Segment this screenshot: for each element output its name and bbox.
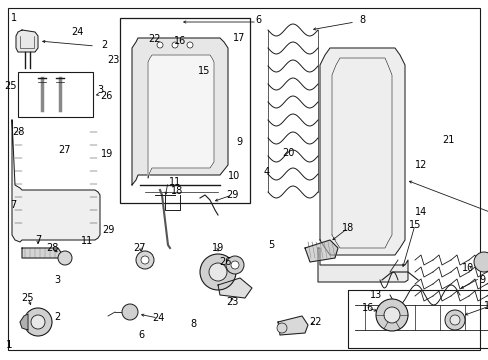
Text: 8: 8 (358, 15, 365, 25)
Polygon shape (317, 248, 407, 282)
Text: 20: 20 (282, 148, 294, 158)
Polygon shape (278, 316, 307, 335)
Text: 6: 6 (139, 330, 144, 340)
Bar (18, 72, 93, 117)
Circle shape (208, 263, 226, 281)
Text: 29: 29 (225, 190, 238, 200)
Circle shape (136, 251, 154, 269)
Text: 15: 15 (198, 66, 210, 76)
Polygon shape (148, 55, 214, 178)
Text: 26: 26 (100, 91, 113, 102)
Text: 11: 11 (81, 236, 93, 246)
Circle shape (24, 308, 52, 336)
Text: 19: 19 (211, 243, 224, 253)
Text: 2: 2 (55, 312, 61, 322)
Bar (347, 290, 488, 348)
Circle shape (230, 261, 239, 269)
Text: 28: 28 (46, 243, 58, 253)
Polygon shape (22, 248, 62, 258)
Circle shape (172, 42, 178, 48)
Circle shape (200, 254, 236, 290)
Text: 9: 9 (236, 137, 242, 147)
Text: 17: 17 (483, 301, 488, 311)
Text: 11: 11 (168, 177, 181, 187)
Circle shape (225, 256, 244, 274)
Polygon shape (218, 278, 251, 298)
Text: 10: 10 (227, 171, 240, 181)
Text: 5: 5 (268, 240, 274, 250)
Circle shape (31, 315, 45, 329)
Circle shape (186, 42, 193, 48)
Text: 15: 15 (408, 220, 420, 230)
Text: 19: 19 (100, 149, 113, 159)
Circle shape (383, 307, 399, 323)
Polygon shape (20, 314, 28, 330)
Text: 23: 23 (107, 55, 120, 66)
Text: 28: 28 (12, 127, 25, 138)
Text: 8: 8 (190, 319, 196, 329)
Text: 2: 2 (101, 40, 107, 50)
Text: 16: 16 (173, 36, 186, 46)
Circle shape (141, 256, 149, 264)
Circle shape (473, 252, 488, 272)
Text: 6: 6 (254, 15, 261, 25)
Text: 3: 3 (55, 275, 61, 285)
Text: 12: 12 (414, 160, 427, 170)
Text: 4: 4 (263, 167, 269, 177)
Text: 27: 27 (134, 243, 146, 253)
Text: 16: 16 (361, 303, 373, 313)
Text: 7: 7 (11, 200, 17, 210)
Text: 9: 9 (478, 275, 484, 285)
Text: 18: 18 (170, 186, 183, 196)
Text: 1: 1 (5, 340, 12, 350)
Circle shape (122, 304, 138, 320)
Text: 25: 25 (4, 81, 17, 91)
Polygon shape (16, 30, 38, 52)
Circle shape (449, 315, 459, 325)
Text: 27: 27 (58, 145, 71, 156)
Circle shape (444, 310, 464, 330)
Polygon shape (305, 240, 337, 262)
Text: 26: 26 (218, 257, 231, 267)
Text: 21: 21 (442, 135, 454, 145)
Text: 24: 24 (151, 313, 164, 323)
Text: 22: 22 (147, 34, 160, 44)
Text: 13: 13 (369, 290, 382, 300)
Bar (120, 18, 249, 203)
Text: 18: 18 (341, 223, 353, 233)
Circle shape (276, 323, 286, 333)
Circle shape (375, 299, 407, 331)
Polygon shape (319, 48, 404, 255)
Text: 22: 22 (308, 317, 321, 327)
Text: 3: 3 (97, 85, 103, 95)
Text: 1: 1 (11, 13, 17, 23)
Polygon shape (12, 120, 100, 242)
Text: 17: 17 (233, 33, 245, 43)
Circle shape (157, 42, 163, 48)
Text: 23: 23 (225, 297, 238, 307)
Text: 7: 7 (35, 235, 41, 245)
Polygon shape (132, 38, 227, 185)
Text: 10: 10 (461, 263, 473, 273)
Text: 14: 14 (414, 207, 427, 217)
Text: 25: 25 (21, 293, 34, 303)
Circle shape (58, 251, 72, 265)
Text: 24: 24 (71, 27, 83, 37)
Text: 29: 29 (102, 225, 115, 235)
